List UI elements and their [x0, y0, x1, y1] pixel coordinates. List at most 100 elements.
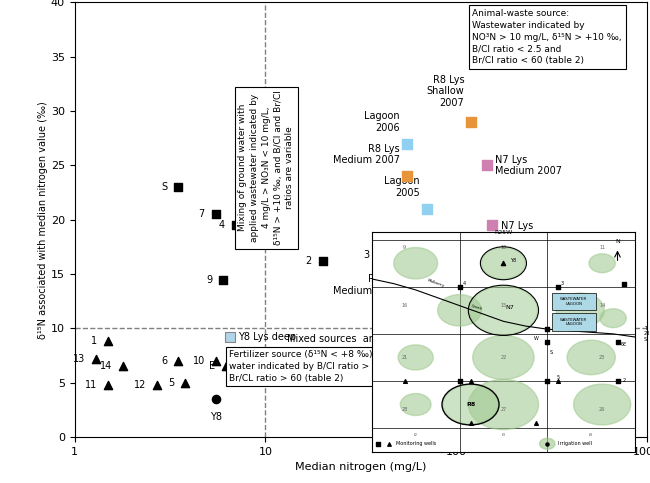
Point: [465, 377, 476, 385]
Point: [466, 118, 476, 126]
Text: 10: 10: [192, 356, 205, 366]
Point: [211, 357, 221, 365]
Text: N: N: [615, 240, 620, 244]
Circle shape: [589, 254, 616, 272]
Text: 14: 14: [599, 303, 605, 308]
X-axis label: Median nitrogen (mg/L): Median nitrogen (mg/L): [295, 462, 426, 472]
Text: 4: 4: [218, 220, 225, 230]
Point: [256, 227, 266, 235]
Point: [482, 161, 492, 170]
Text: Y8: Y8: [210, 412, 222, 422]
Circle shape: [469, 286, 538, 335]
Point: [91, 355, 101, 363]
Text: Lagoon
2006: Lagoon 2006: [364, 111, 400, 132]
Text: 21: 21: [402, 355, 408, 360]
Text: 11: 11: [85, 380, 98, 390]
Point: [542, 326, 552, 333]
Point: [531, 419, 541, 427]
Text: R8 Lys
Medium 2005: R8 Lys Medium 2005: [333, 274, 400, 296]
Point: [218, 276, 228, 284]
Text: Mulberry: Mulberry: [426, 278, 445, 288]
Text: Monitoring wells: Monitoring wells: [396, 441, 436, 446]
Circle shape: [556, 293, 604, 327]
Y-axis label: δ¹⁵N associated with median nitrogen value (‰): δ¹⁵N associated with median nitrogen val…: [38, 101, 48, 339]
Point: [373, 440, 384, 448]
Text: R25W: R25W: [494, 230, 513, 235]
Text: 22: 22: [500, 355, 506, 360]
Point: [384, 440, 395, 448]
Text: W: W: [240, 235, 250, 245]
Point: [402, 172, 412, 180]
Text: Creek: Creek: [471, 304, 483, 312]
Text: S: S: [550, 350, 553, 355]
Text: 16: 16: [402, 303, 408, 308]
Text: R8 Lys
Medium 2007: R8 Lys Medium 2007: [333, 143, 400, 165]
Text: f2: f2: [413, 433, 418, 437]
Text: R8: R8: [466, 402, 475, 407]
Point: [402, 140, 412, 148]
Text: N7: N7: [506, 305, 514, 310]
Circle shape: [443, 385, 498, 424]
Text: S: S: [161, 182, 167, 192]
Point: [465, 419, 476, 427]
Text: 14: 14: [100, 361, 112, 371]
Point: [498, 259, 508, 267]
Point: [174, 183, 184, 191]
Text: 1: 1: [91, 337, 98, 346]
Text: 7: 7: [198, 209, 205, 219]
Point: [553, 283, 564, 291]
Bar: [552, 313, 595, 331]
Text: Mixed sources  and microbial degradation of soil nitrogen: Mixed sources and microbial degradation …: [287, 334, 567, 344]
Text: Mixing of ground water with
applied wastewater indicated by
4 mg/L > NO₃N < 10 m: Mixing of ground water with applied wast…: [239, 90, 294, 245]
Text: 2: 2: [623, 379, 626, 384]
Bar: [552, 293, 595, 311]
Point: [231, 221, 241, 229]
Point: [542, 440, 552, 448]
Point: [211, 211, 221, 218]
Text: W: W: [534, 336, 539, 341]
Circle shape: [473, 336, 534, 380]
Text: E: E: [209, 361, 214, 371]
Text: 9: 9: [403, 245, 406, 250]
Text: N7 Lys
Medium 2005: N7 Lys Medium 2005: [500, 221, 567, 243]
Point: [400, 377, 410, 385]
Text: 11: 11: [599, 245, 605, 250]
Text: 6E: 6E: [621, 342, 627, 347]
Text: Fertilizer source (δ¹⁵N < +8 ‰), Fresh-
water indicated by B/Cl ratio > 2.5 and
: Fertilizer source (δ¹⁵N < +8 ‰), Fresh- …: [229, 350, 406, 383]
Point: [553, 377, 564, 385]
Circle shape: [468, 380, 538, 430]
Text: 3: 3: [561, 281, 564, 286]
Text: 13: 13: [73, 354, 85, 364]
Circle shape: [600, 309, 626, 327]
Point: [612, 377, 623, 385]
Text: Y8 Lys deep: Y8 Lys deep: [238, 332, 296, 342]
Point: [247, 194, 257, 202]
Point: [375, 251, 385, 258]
Point: [542, 338, 552, 346]
Text: 26: 26: [599, 407, 605, 412]
Text: 10: 10: [500, 245, 506, 250]
Text: 2: 2: [306, 256, 312, 266]
Text: 8: 8: [235, 193, 241, 203]
Point: [421, 205, 432, 213]
Text: f3: f3: [501, 433, 506, 437]
Point: [619, 280, 629, 287]
Point: [224, 333, 235, 341]
Point: [152, 381, 162, 389]
Point: [174, 357, 184, 365]
Text: 5: 5: [168, 378, 174, 388]
Text: Lagoon
2005: Lagoon 2005: [384, 176, 420, 198]
Text: 23: 23: [599, 355, 605, 360]
Text: 27: 27: [500, 407, 506, 412]
Point: [542, 377, 552, 385]
Point: [612, 338, 623, 346]
Text: f4: f4: [589, 433, 593, 437]
Point: [220, 363, 231, 370]
Circle shape: [398, 345, 433, 370]
Text: Irrigation well: Irrigation well: [558, 441, 592, 446]
Text: WASTEWATER
LAGOON: WASTEWATER LAGOON: [560, 318, 587, 327]
Circle shape: [567, 340, 616, 375]
Text: WASTEWATER
LAGOON: WASTEWATER LAGOON: [560, 298, 587, 306]
Circle shape: [540, 438, 555, 449]
Circle shape: [437, 295, 482, 326]
